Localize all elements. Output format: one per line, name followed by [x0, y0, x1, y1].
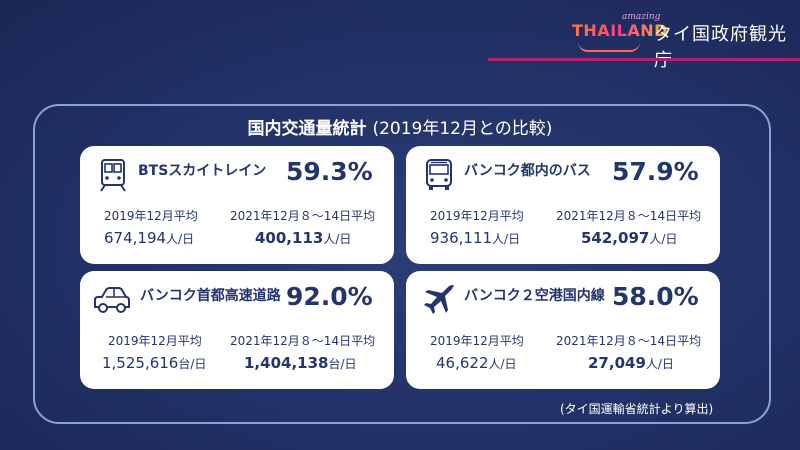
brand-logo: amazing THAILAND タイ国政府観光庁: [570, 12, 790, 71]
card-airports: バンコク２空港国内線 58.0% 2019年12月平均 2021年12月８～14…: [406, 271, 720, 389]
car-icon: [94, 287, 130, 313]
card-percent: 58.0%: [612, 282, 699, 311]
airplane-icon: [424, 285, 454, 314]
card-name: バンコク２空港国内線: [464, 288, 605, 304]
train-icon: [100, 159, 126, 192]
card-bts: BTSスカイトレイン 59.3% 2019年12月平均 2021年12月８～14…: [80, 146, 394, 264]
unit-after: 人/日: [645, 357, 674, 371]
unit-before: 台/日: [178, 357, 207, 371]
value-after-group: 27,049人/日: [588, 354, 674, 372]
unit-after: 人/日: [649, 232, 678, 246]
bus-icon: [426, 159, 452, 190]
value-after: 400,113: [255, 229, 324, 247]
panel-title-sub: (2019年12月との比較): [372, 119, 553, 139]
card-bus: バンコク都内のバス 57.9% 2019年12月平均 2021年12月８～14日…: [406, 146, 720, 264]
value-after: 542,097: [581, 229, 650, 247]
card-percent: 92.0%: [286, 282, 373, 311]
label-before: 2019年12月平均: [430, 334, 524, 348]
unit-after: 台/日: [328, 357, 357, 371]
label-after: 2021年12月８～14日平均: [230, 334, 376, 348]
source-note: (タイ国運輸省統計より算出): [560, 402, 714, 416]
value-before: 46,622: [436, 354, 489, 372]
panel-title: 国内交通量統計 (2019年12月との比較): [0, 114, 800, 139]
panel-title-main: 国内交通量統計: [247, 119, 367, 139]
agency-name: タイ国政府観光庁: [654, 24, 787, 71]
value-before-group: 46,622人/日: [436, 354, 517, 372]
logo-main-text: THAILAND: [572, 21, 668, 40]
label-after: 2021年12月８～14日平均: [556, 334, 702, 348]
unit-after: 人/日: [323, 232, 352, 246]
label-before: 2019年12月平均: [104, 209, 198, 223]
unit-before: 人/日: [166, 232, 195, 246]
unit-before: 人/日: [488, 357, 517, 371]
card-name: バンコク都内のバス: [464, 163, 591, 179]
stats-panel: [33, 104, 771, 424]
logo-smile-mark: [578, 42, 640, 52]
value-before-group: 1,525,616台/日: [102, 354, 206, 372]
label-before: 2019年12月平均: [108, 334, 202, 348]
label-before: 2019年12月平均: [430, 209, 524, 223]
value-before-group: 936,111人/日: [430, 229, 520, 247]
value-after-group: 400,113人/日: [255, 229, 351, 247]
value-before: 674,194: [104, 229, 167, 247]
card-percent: 59.3%: [286, 157, 373, 186]
card-name: BTSスカイトレイン: [138, 163, 267, 179]
value-after: 27,049: [588, 354, 646, 372]
value-after: 1,404,138: [244, 354, 329, 372]
label-after: 2021年12月８～14日平均: [556, 209, 702, 223]
brand-accent-line: [488, 58, 800, 61]
value-before-group: 674,194人/日: [104, 229, 194, 247]
card-expressway: バンコク首都高速道路 92.0% 2019年12月平均 2021年12月８～14…: [80, 271, 394, 389]
value-before: 1,525,616: [102, 354, 179, 372]
logo-small-text: amazing: [622, 12, 661, 22]
value-after-group: 542,097人/日: [581, 229, 677, 247]
card-percent: 57.9%: [612, 157, 699, 186]
unit-before: 人/日: [492, 232, 521, 246]
card-name: バンコク首都高速道路: [140, 288, 281, 304]
label-after: 2021年12月８～14日平均: [230, 209, 376, 223]
value-before: 936,111: [430, 229, 493, 247]
value-after-group: 1,404,138台/日: [244, 354, 357, 372]
